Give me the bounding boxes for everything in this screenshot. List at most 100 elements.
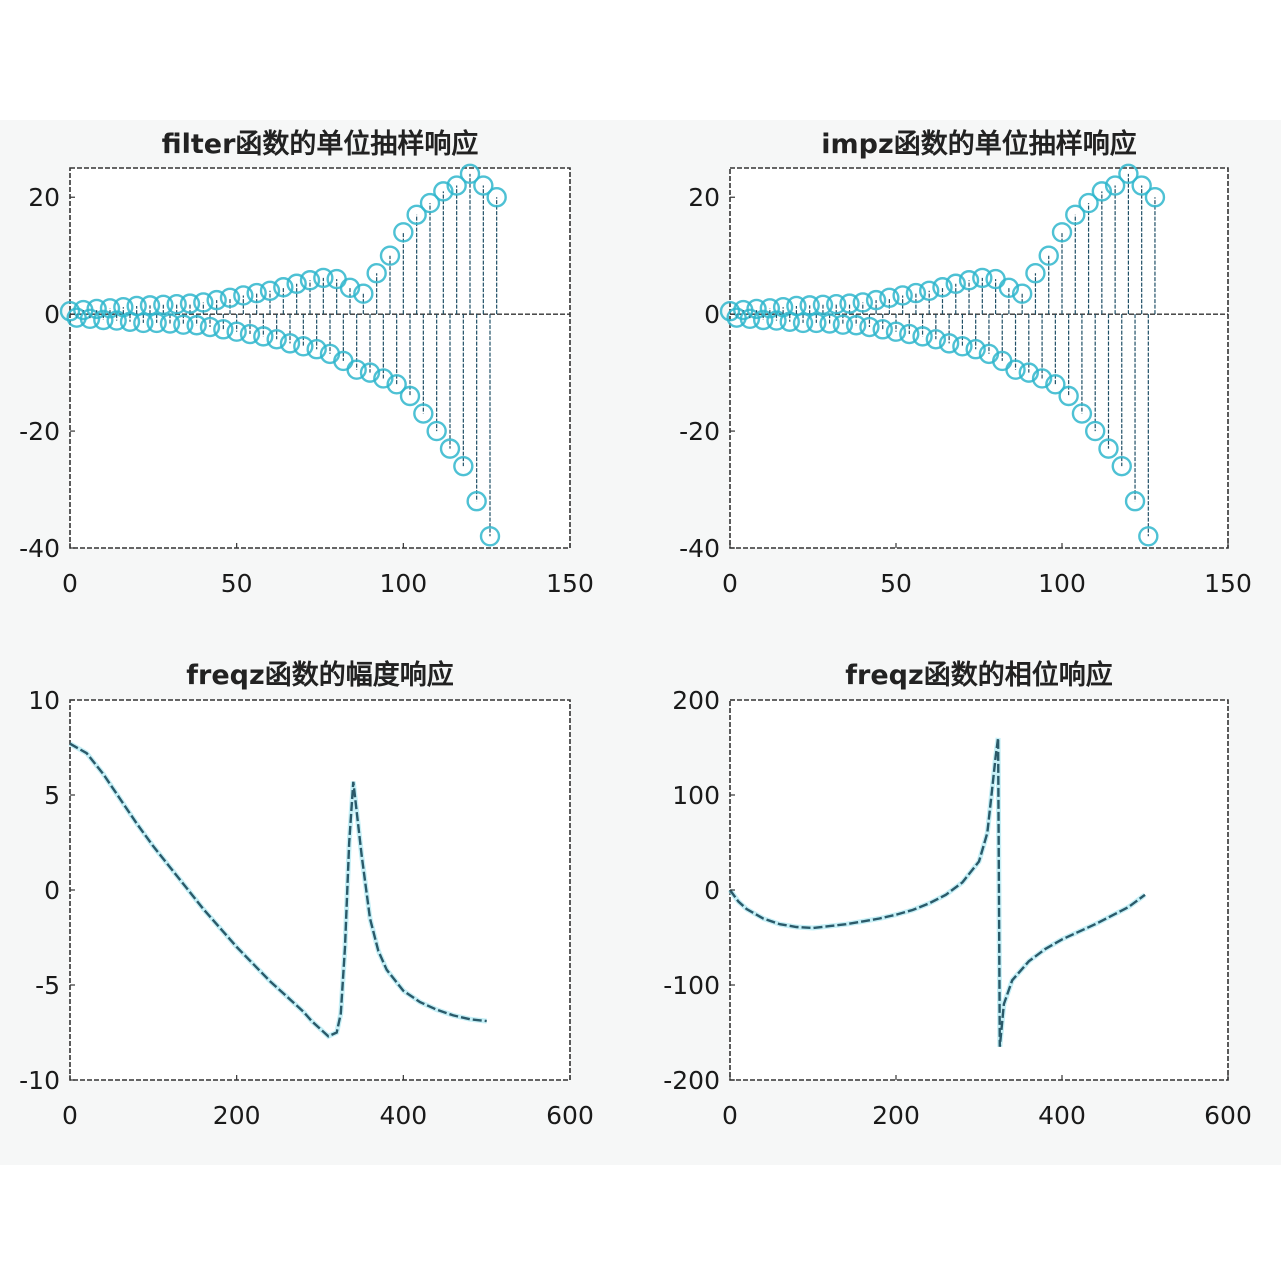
y-tick-label: -40 [679,534,720,563]
ticks-layer: 0 200 400 600 10 5 0 -5 -10 [19,686,594,1130]
stem-marker [859,316,880,338]
stem-marker [1138,526,1159,547]
x-tick-label: 0 [62,1101,78,1130]
stem-marker [1011,283,1033,304]
stem-marker [832,314,854,335]
stem-marker [146,312,167,334]
stem-marker [259,280,281,301]
y-tick-label: 0 [44,876,60,905]
stem-marker [852,292,873,313]
y-tick-label: -200 [663,1066,720,1095]
stem-marker [186,315,207,336]
y-tick-label: 10 [28,686,60,715]
stem-marker [293,336,314,357]
chart-title: filter函数的单位抽样响应 [162,128,479,160]
stem-marker [413,403,434,424]
stem-marker [279,333,301,354]
y-tick-label: -5 [35,971,60,1000]
stem-marker [373,368,394,389]
stem-marker [286,273,307,294]
stem-marker [266,329,287,350]
stem-marker [1045,374,1066,395]
stem-marker [1031,368,1053,389]
stem-marker [1091,181,1113,202]
stem-marker [786,295,807,317]
stem-marker [965,339,986,360]
y-tick-label: 0 [704,300,720,329]
stem-marker [1065,204,1086,225]
stem-marker [359,362,381,383]
stem-marker [133,312,154,334]
stem-marker [938,333,960,354]
stem-marker [759,298,781,319]
stem-marker [945,273,966,294]
stem-marker [958,270,980,291]
y-tick-label: 20 [688,183,720,212]
stem-marker [486,187,507,208]
stem-marker [932,277,953,298]
y-tick-label: -10 [19,1066,60,1095]
stem-marker [1084,420,1106,442]
stem-marker [306,339,327,360]
y-tick-label: 5 [44,781,60,810]
stem-marker [1131,175,1152,196]
stem-marker [1005,359,1026,380]
stem-marker [473,175,494,196]
stem-marker [912,326,933,347]
stem-marker [1025,263,1046,284]
stem-marker [885,321,907,342]
stem-marker [1058,385,1079,407]
stem-marker [1051,222,1073,243]
stem-marker [1144,187,1166,208]
chart-title: freqz函数的相位响应 [845,659,1112,691]
stem-marker [219,287,241,308]
y-tick-label: 0 [704,876,720,905]
stem-marker [1078,192,1099,214]
x-tick-label: 100 [379,569,427,598]
stem-marker [952,336,973,357]
stem-marker [313,267,334,289]
axes-box [729,699,1229,1081]
stem-marker [925,329,947,350]
marks-layer [59,163,570,547]
x-tick-label: 150 [1204,569,1252,598]
stem-marker [1038,245,1059,266]
chart-freqz-phase: freqz函数的相位响应 0 200 400 600 200 100 0 -100 -200 [663,659,1252,1130]
ticks-layer: 0 200 400 600 200 100 0 -100 -200 [663,686,1252,1130]
stem-marker [346,359,367,380]
stem-marker [792,312,814,334]
stem-marker [1124,491,1146,512]
stem-marker [379,245,401,266]
stem-marker [59,301,81,322]
x-tick-label: 100 [1038,569,1086,598]
stem-marker [1104,175,1126,196]
stem-marker [446,175,467,196]
stem-marker [433,181,454,202]
stem-marker [919,280,940,301]
series-line [729,737,1146,1047]
stem-marker [819,313,840,334]
stem-marker [839,293,860,314]
series-line-glow [68,741,487,1040]
stem-marker [466,491,487,512]
x-tick-label: 0 [722,1101,738,1130]
stem-marker [879,287,900,308]
stem-marker [799,295,820,316]
stem-marker [419,192,441,214]
marks-layer [727,737,1147,1048]
stem-marker [845,315,867,336]
y-tick-label: -40 [19,534,60,563]
y-tick-label: -20 [679,417,720,446]
stem-marker [453,455,474,477]
stem-marker [386,374,407,395]
x-tick-label: 400 [379,1101,427,1130]
stem-marker [406,204,427,225]
x-tick-label: 600 [1204,1101,1252,1130]
stem-marker [273,277,294,298]
stem-marker [193,292,214,313]
stem-marker [479,526,501,547]
stem-marker [179,293,201,314]
